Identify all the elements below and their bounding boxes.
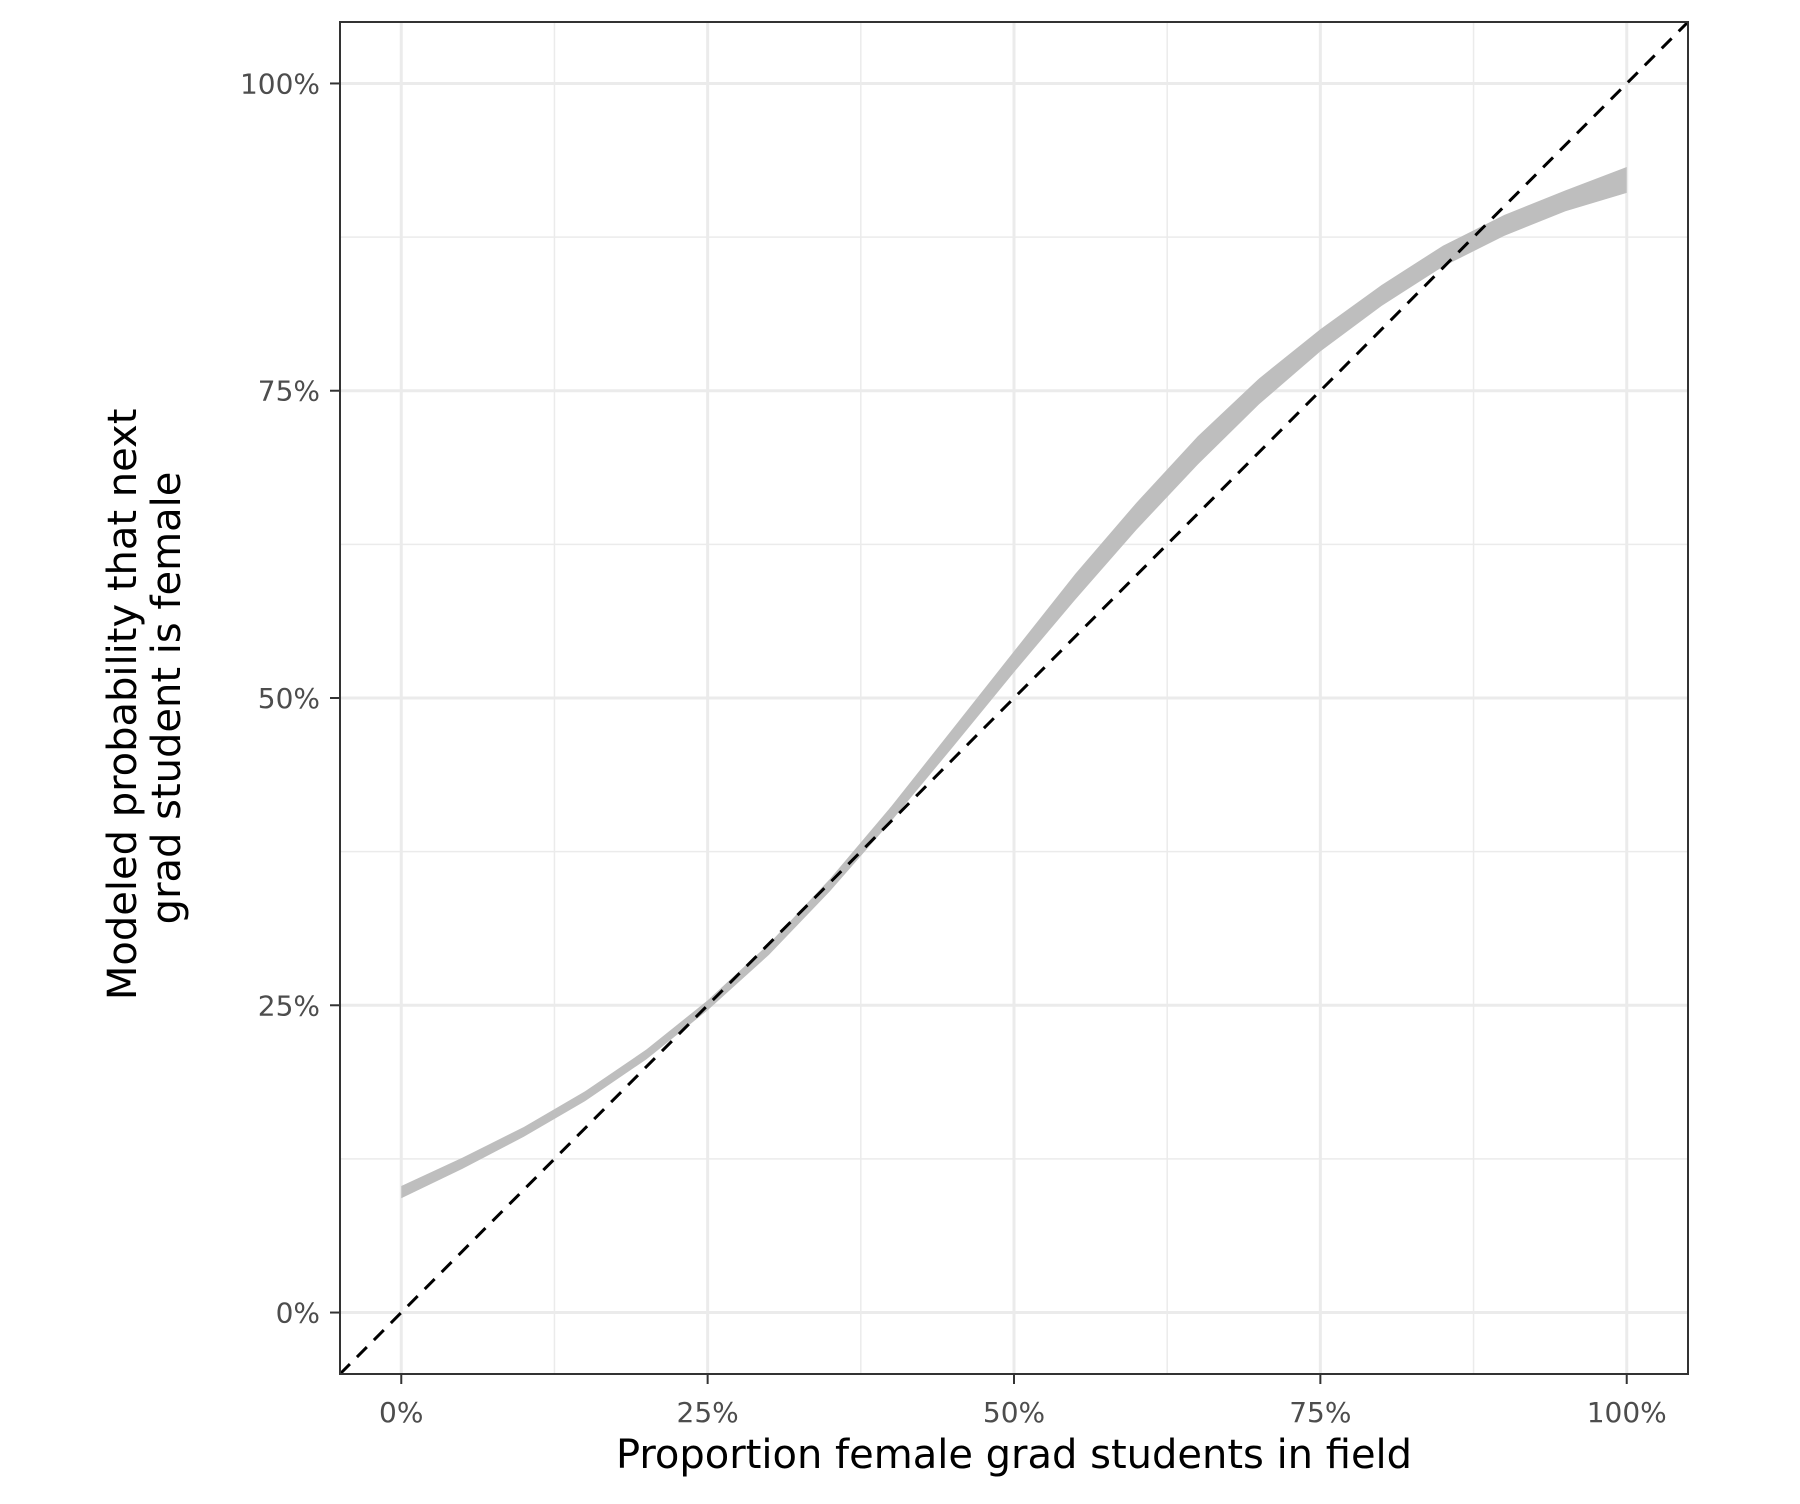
x-axis-tick-labels: 0% 25% 50% 75% 100% <box>379 1396 1667 1429</box>
x-tick-label: 25% <box>677 1396 739 1429</box>
x-tick-label: 75% <box>1289 1396 1351 1429</box>
y-tick-label: 50% <box>258 682 320 715</box>
x-tick-label: 100% <box>1587 1396 1667 1429</box>
x-tick-label: 50% <box>983 1396 1045 1429</box>
y-tick-label: 75% <box>258 375 320 408</box>
x-axis-title: Proportion female grad students in field <box>616 1432 1412 1478</box>
data-layer <box>338 20 1690 1376</box>
x-tick-label: 0% <box>379 1396 423 1429</box>
reference-line-y-equals-x <box>338 20 1690 1376</box>
axis-ticks <box>330 82 1628 1384</box>
y-axis-title-line-1: Modeled probability that next <box>100 409 146 1001</box>
y-axis-title-line-2: grad student is female <box>144 472 190 925</box>
y-axis-tick-labels: 0% 25% 50% 75% 100% <box>240 67 320 1329</box>
y-tick-label: 0% <box>276 1297 320 1330</box>
y-axis-title: Modeled probability that next grad stude… <box>100 396 190 1000</box>
major-gridlines <box>340 22 1688 1374</box>
y-tick-label: 25% <box>258 989 320 1022</box>
y-tick-label: 100% <box>240 67 320 100</box>
